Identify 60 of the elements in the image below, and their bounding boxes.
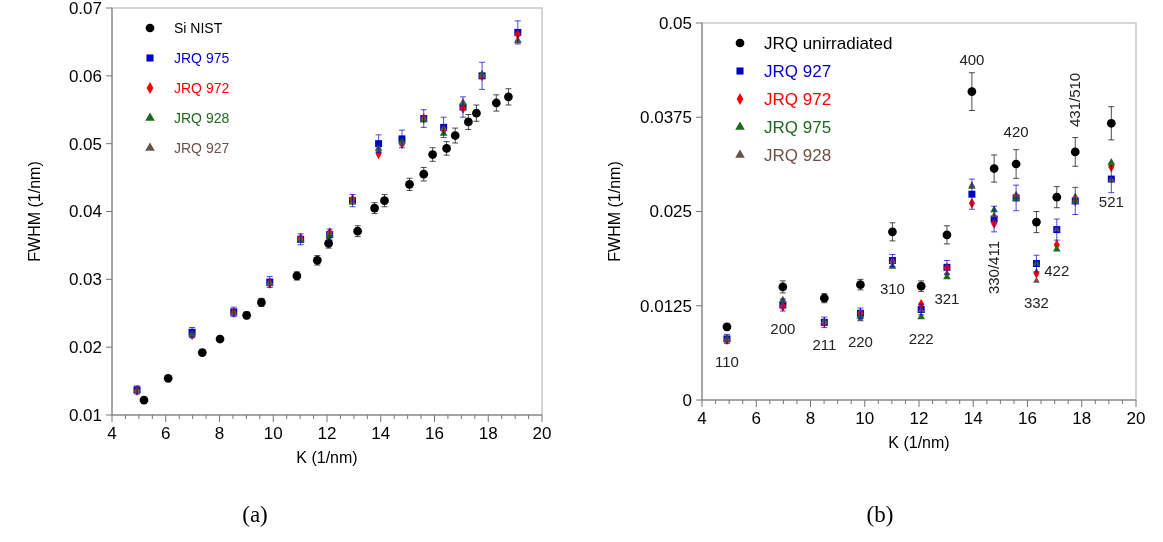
y-tick-label: 0.05 xyxy=(68,134,102,154)
annotation: 422 xyxy=(1044,262,1070,280)
legend-label: JRQ 972 xyxy=(764,89,832,109)
x-tick-label: 4 xyxy=(697,409,707,428)
annotation: 431/510 xyxy=(1066,72,1084,128)
x-tick-label: 20 xyxy=(532,424,552,443)
y-axis-title: FWHM (1/nm) xyxy=(26,161,43,262)
annotation: 222 xyxy=(908,330,934,348)
y-tick-label: 0.0375 xyxy=(640,108,692,128)
x-tick-label: 16 xyxy=(1018,409,1037,428)
annotation: 330/411 xyxy=(985,241,1003,295)
legend-label: JRQ 928 xyxy=(764,145,832,165)
legend-label: JRQ 975 xyxy=(174,49,230,66)
x-tick-label: 6 xyxy=(161,424,171,443)
annotation: 310 xyxy=(879,279,905,297)
y-tick-label: 0.01 xyxy=(68,405,102,425)
annotation: 332 xyxy=(1023,294,1049,312)
legend-label: JRQ 928 xyxy=(174,109,230,126)
annotation: 400 xyxy=(959,50,985,68)
annotation: 220 xyxy=(847,332,873,350)
annotation: 321 xyxy=(934,290,960,308)
y-tick-label: 0.025 xyxy=(649,202,692,222)
x-tick-label: 16 xyxy=(425,424,444,443)
legend-label: Si NIST xyxy=(174,19,223,36)
y-tick-label: 0.02 xyxy=(68,338,102,358)
y-tick-label: 0.07 xyxy=(68,0,102,18)
y-tick-label: 0.05 xyxy=(658,13,692,33)
y-tick-label: 0.03 xyxy=(68,270,102,290)
x-tick-label: 6 xyxy=(751,409,761,428)
x-tick-label: 20 xyxy=(1126,409,1146,428)
y-tick-label: 0.04 xyxy=(68,202,102,222)
annotation: 211 xyxy=(812,335,837,353)
x-tick-label: 18 xyxy=(1072,409,1092,428)
text: (a) xyxy=(242,502,268,527)
legend-label: JRQ 927 xyxy=(174,139,230,156)
y-tick-label: 0.0125 xyxy=(640,296,692,316)
x-tick-label: 12 xyxy=(909,409,929,428)
legend-label: JRQ 972 xyxy=(174,79,230,96)
x-tick-label: 10 xyxy=(263,424,283,443)
text: (b) xyxy=(866,502,894,527)
y-axis-title: FWHM (1/nm) xyxy=(606,161,623,262)
legend-label: JRQ 927 xyxy=(764,61,832,81)
x-tick-label: 12 xyxy=(317,424,337,443)
x-tick-label: 14 xyxy=(963,409,983,428)
x-tick-label: 10 xyxy=(855,409,875,428)
x-axis-title: K (1/nm) xyxy=(296,449,358,466)
x-tick-label: 18 xyxy=(478,424,498,443)
x-tick-label: 4 xyxy=(107,424,117,443)
legend-label: JRQ 975 xyxy=(764,117,832,137)
x-tick-label: 14 xyxy=(371,424,391,443)
x-tick-label: 8 xyxy=(805,409,816,428)
annotation: 521 xyxy=(1098,193,1124,211)
legend-label: JRQ unirradiated xyxy=(764,33,893,53)
x-tick-label: 8 xyxy=(214,424,225,443)
annotation: 420 xyxy=(1003,123,1029,141)
y-tick-label: 0.06 xyxy=(68,66,102,86)
annotation: 200 xyxy=(770,319,796,337)
y-tick-label: 0 xyxy=(682,390,692,410)
annotation: 110 xyxy=(714,352,739,370)
x-axis-title: K (1/nm) xyxy=(888,434,950,451)
